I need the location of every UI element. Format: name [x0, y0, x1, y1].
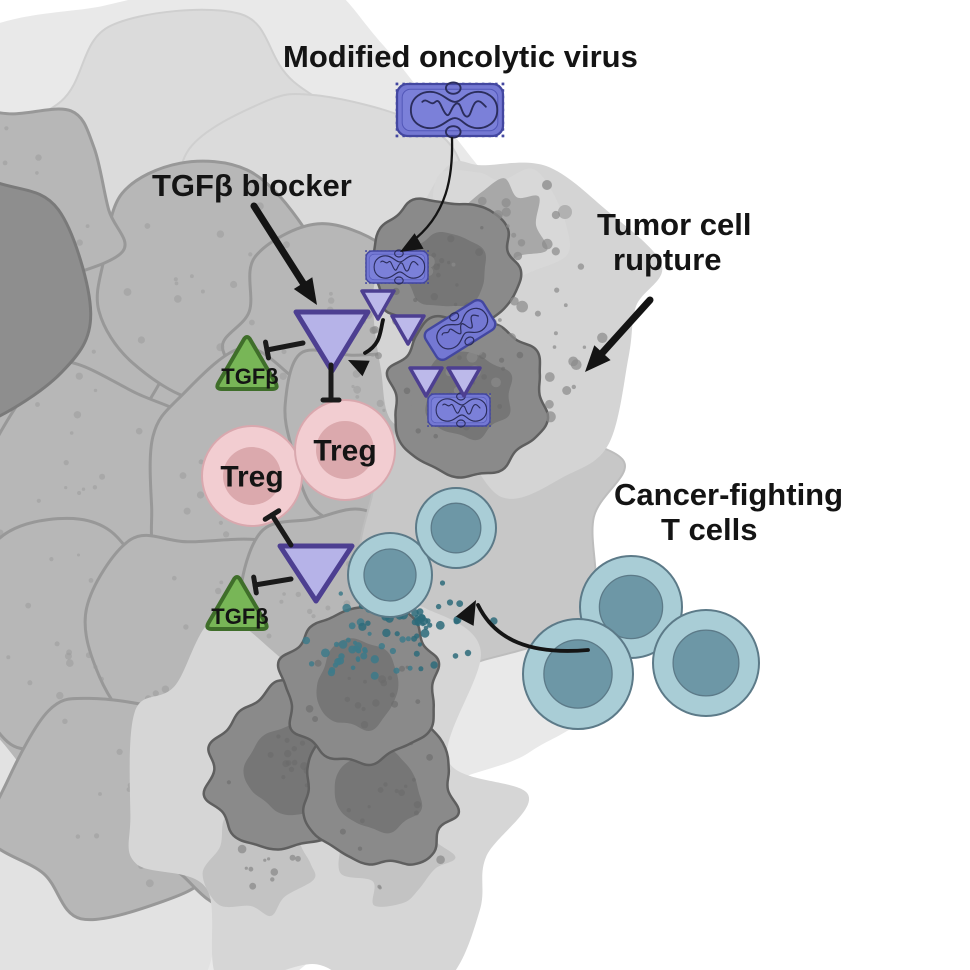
svg-text:TGFβ: TGFβ [211, 604, 268, 629]
svg-text:Treg: Treg [220, 461, 283, 494]
svg-text:Treg: Treg [313, 435, 376, 468]
svg-text:TGFβ blocker: TGFβ blocker [152, 168, 352, 203]
svg-text:Cancer-fighting: Cancer-fighting [614, 477, 843, 512]
svg-text:T cells: T cells [661, 512, 758, 547]
svg-text:TGFβ: TGFβ [221, 364, 278, 389]
svg-text:Tumor cell: Tumor cell [597, 207, 751, 242]
svg-text:Modified oncolytic virus: Modified oncolytic virus [283, 39, 638, 74]
svg-text:rupture: rupture [613, 242, 722, 277]
